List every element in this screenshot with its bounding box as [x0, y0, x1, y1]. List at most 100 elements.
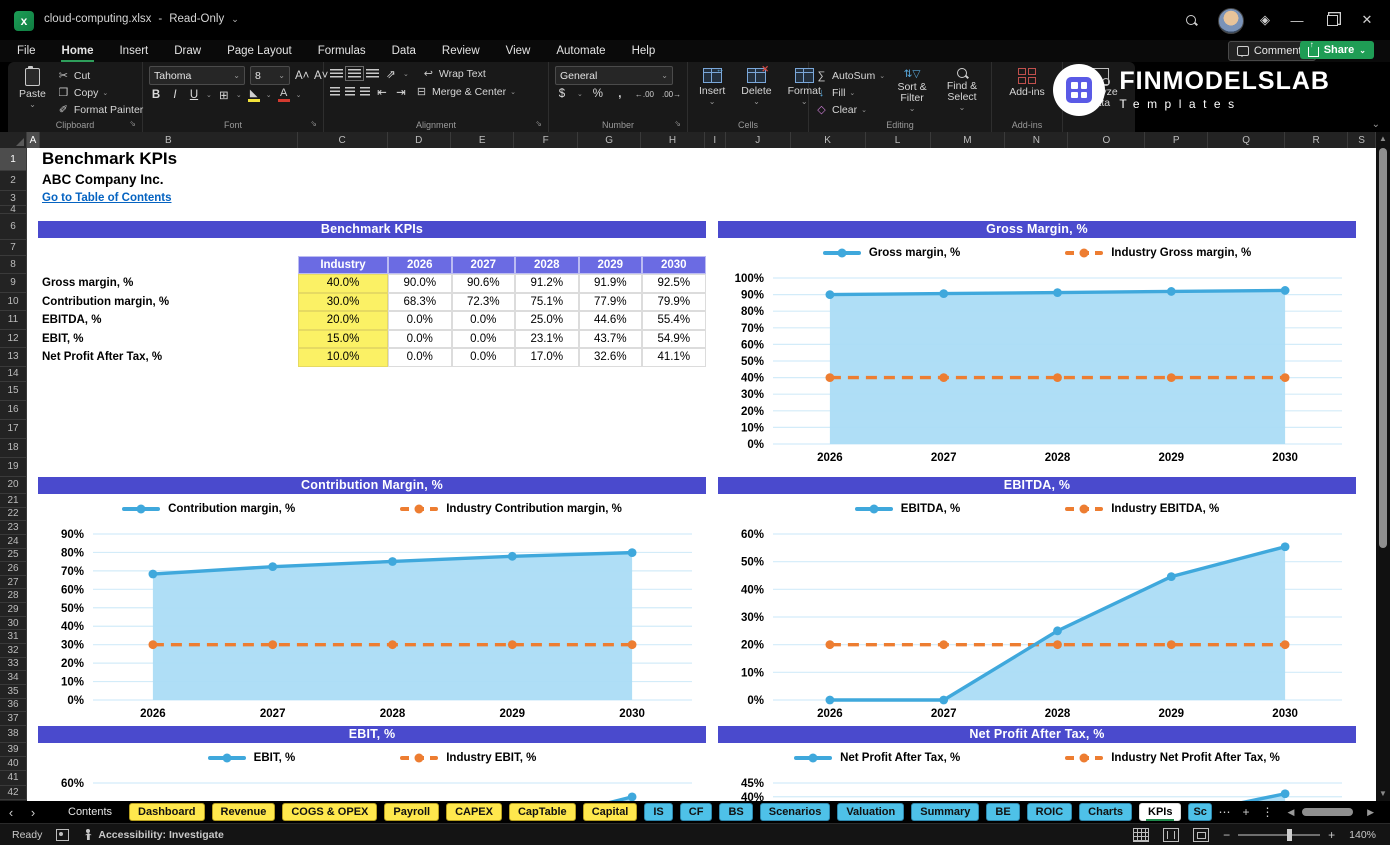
find-select-button[interactable]: Find & Select ⌄ — [939, 66, 985, 112]
table-cell[interactable]: 25.0% — [515, 311, 579, 330]
page-break-view-icon[interactable] — [1193, 827, 1210, 842]
align-center-icon[interactable] — [345, 87, 355, 96]
menu-file[interactable]: File — [17, 45, 36, 57]
column-header-S[interactable]: S — [1348, 132, 1377, 148]
increase-indent-icon[interactable]: ⇥ — [396, 86, 406, 99]
table-cell[interactable]: 15.0% — [298, 329, 388, 348]
sheet-tab-is[interactable]: IS — [644, 803, 673, 821]
table-cell[interactable]: 44.6% — [578, 311, 642, 330]
format-painter-button[interactable]: ✐ Format Painter — [58, 103, 144, 117]
kpi-row-label[interactable]: EBIT, % — [42, 332, 84, 345]
share-button[interactable]: Share ⌄ — [1299, 40, 1374, 59]
row-header-20[interactable]: 20 — [0, 476, 27, 494]
kpi-row-label[interactable]: Contribution margin, % — [42, 295, 170, 308]
align-right-icon[interactable] — [360, 87, 370, 96]
column-header-B[interactable]: B — [40, 132, 298, 148]
sort-filter-button[interactable]: ⇅▽ Sort & Filter ⌄ — [897, 68, 927, 113]
column-header-Q[interactable]: Q — [1208, 132, 1286, 148]
column-header-J[interactable]: J — [726, 132, 791, 148]
table-cell[interactable]: 0.0% — [388, 329, 452, 348]
menu-page-layout[interactable]: Page Layout — [227, 45, 292, 57]
new-sheet-button[interactable]: + — [1242, 805, 1250, 819]
row-header-4[interactable]: 4 — [0, 204, 27, 215]
legend-item[interactable]: Industry EBIT, % — [400, 752, 536, 764]
column-header-O[interactable]: O — [1068, 132, 1146, 148]
menu-view[interactable]: View — [505, 45, 531, 57]
horizontal-scrollbar[interactable]: ◀ ▶ — [1287, 807, 1374, 817]
insert-cells-button[interactable]: ← Insert ⌄ — [699, 64, 726, 106]
zoom-in-icon[interactable]: + — [1328, 827, 1336, 842]
accounting-format-button[interactable]: $ — [558, 88, 566, 100]
format-cells-button[interactable]: Format ⌄ — [783, 66, 826, 106]
row-header-30[interactable]: 30 — [0, 616, 27, 631]
table-cell[interactable]: 23.1% — [515, 329, 579, 348]
accessibility-status[interactable]: Accessibility: Investigate — [83, 829, 223, 841]
font-size-combo[interactable]: 8 ⌄ — [250, 66, 290, 85]
alignment-dialog-launcher[interactable]: ⇘ — [535, 119, 542, 128]
increase-decimal-button[interactable]: ←.00 — [634, 89, 654, 99]
menu-help[interactable]: Help — [631, 45, 656, 57]
menu-formulas[interactable]: Formulas — [317, 45, 366, 57]
contribution-margin-chart[interactable]: Contribution Margin, % Contribution margi… — [38, 477, 706, 726]
table-cell[interactable]: 0.0% — [451, 348, 515, 367]
table-cell[interactable]: 40.0% — [298, 274, 388, 293]
sheet-tab-summary[interactable]: Summary — [911, 803, 980, 821]
row-header-17[interactable]: 17 — [0, 419, 27, 439]
sheet-tab-payroll[interactable]: Payroll — [384, 803, 440, 821]
align-middle-icon[interactable] — [345, 66, 364, 81]
number-format-combo[interactable]: General ⌄ — [555, 66, 673, 85]
table-cell[interactable]: 91.2% — [515, 274, 579, 293]
collapse-ribbon-icon[interactable]: ⌄ — [1371, 119, 1380, 130]
table-cell[interactable]: 92.5% — [642, 274, 706, 293]
row-header-25[interactable]: 25 — [0, 548, 27, 563]
close-button[interactable]: ✕ — [1361, 12, 1373, 27]
table-cell[interactable]: 0.0% — [388, 311, 452, 330]
table-cell[interactable]: 79.9% — [642, 292, 706, 311]
scroll-left-icon[interactable]: ◀ — [1287, 806, 1295, 817]
addins-button[interactable]: Add-ins — [1004, 66, 1050, 100]
row-header-27[interactable]: 27 — [0, 575, 27, 590]
column-header-A[interactable]: A — [26, 132, 40, 148]
kpi-row-label[interactable]: Net Profit After Tax, % — [42, 351, 163, 363]
row-header-35[interactable]: 35 — [0, 684, 27, 699]
sheet-tab-dashboard[interactable]: Dashboard — [129, 803, 205, 821]
table-cell[interactable]: 0.0% — [451, 311, 515, 330]
row-header-29[interactable]: 29 — [0, 603, 27, 617]
autosum-button[interactable]: ∑ AutoSum ⌄ — [815, 68, 886, 83]
tab-options-icon[interactable]: ⋮ — [1261, 805, 1274, 819]
table-cell[interactable]: 32.6% — [578, 348, 642, 367]
borders-button[interactable]: ⊞ — [219, 90, 229, 102]
align-left-icon[interactable] — [330, 87, 340, 96]
scroll-up-icon[interactable]: ▲ — [1379, 134, 1387, 143]
table-cell[interactable]: 72.3% — [451, 292, 515, 311]
more-sheets-icon[interactable]: ⋯ — [1218, 805, 1231, 819]
table-of-contents-link[interactable]: Go to Table of Contents — [42, 192, 172, 204]
table-cell[interactable]: 91.9% — [578, 274, 642, 293]
column-header-L[interactable]: L — [866, 132, 931, 148]
table-cell[interactable]: 0.0% — [451, 329, 515, 348]
row-header-12[interactable]: 12 — [0, 329, 27, 348]
orientation-button[interactable]: ⇗ — [386, 68, 396, 81]
table-header-2026[interactable]: 2026 — [388, 256, 452, 274]
row-header-37[interactable]: 37 — [0, 712, 27, 726]
row-header-21[interactable]: 21 — [0, 493, 27, 508]
restore-button[interactable] — [1319, 9, 1345, 31]
legend-item[interactable]: Contribution margin, % — [122, 503, 295, 515]
scroll-down-icon[interactable]: ▼ — [1379, 789, 1387, 798]
legend-item[interactable]: Industry EBITDA, % — [1065, 503, 1219, 515]
row-header-15[interactable]: 15 — [0, 381, 27, 401]
sheet-tab-sc[interactable]: Sc — [1188, 803, 1213, 821]
legend-item[interactable]: Net Profit After Tax, % — [794, 752, 960, 764]
column-header-I[interactable]: I — [705, 132, 726, 148]
read-only-badge[interactable]: Read-Only — [169, 13, 225, 25]
row-header-19[interactable]: 19 — [0, 457, 27, 477]
row-header-1[interactable]: 1 — [0, 148, 27, 171]
row-header-16[interactable]: 16 — [0, 400, 27, 420]
row-header-33[interactable]: 33 — [0, 657, 27, 672]
legend-item[interactable]: Industry Net Profit After Tax, % — [1065, 752, 1280, 764]
normal-view-icon[interactable] — [1133, 827, 1150, 842]
sheet-tab-captable[interactable]: CapTable — [508, 803, 576, 821]
sheet-tab-cogs-opex[interactable]: COGS & OPEX — [282, 803, 378, 821]
page-layout-view-icon[interactable] — [1163, 827, 1180, 842]
column-header-M[interactable]: M — [931, 132, 1006, 148]
